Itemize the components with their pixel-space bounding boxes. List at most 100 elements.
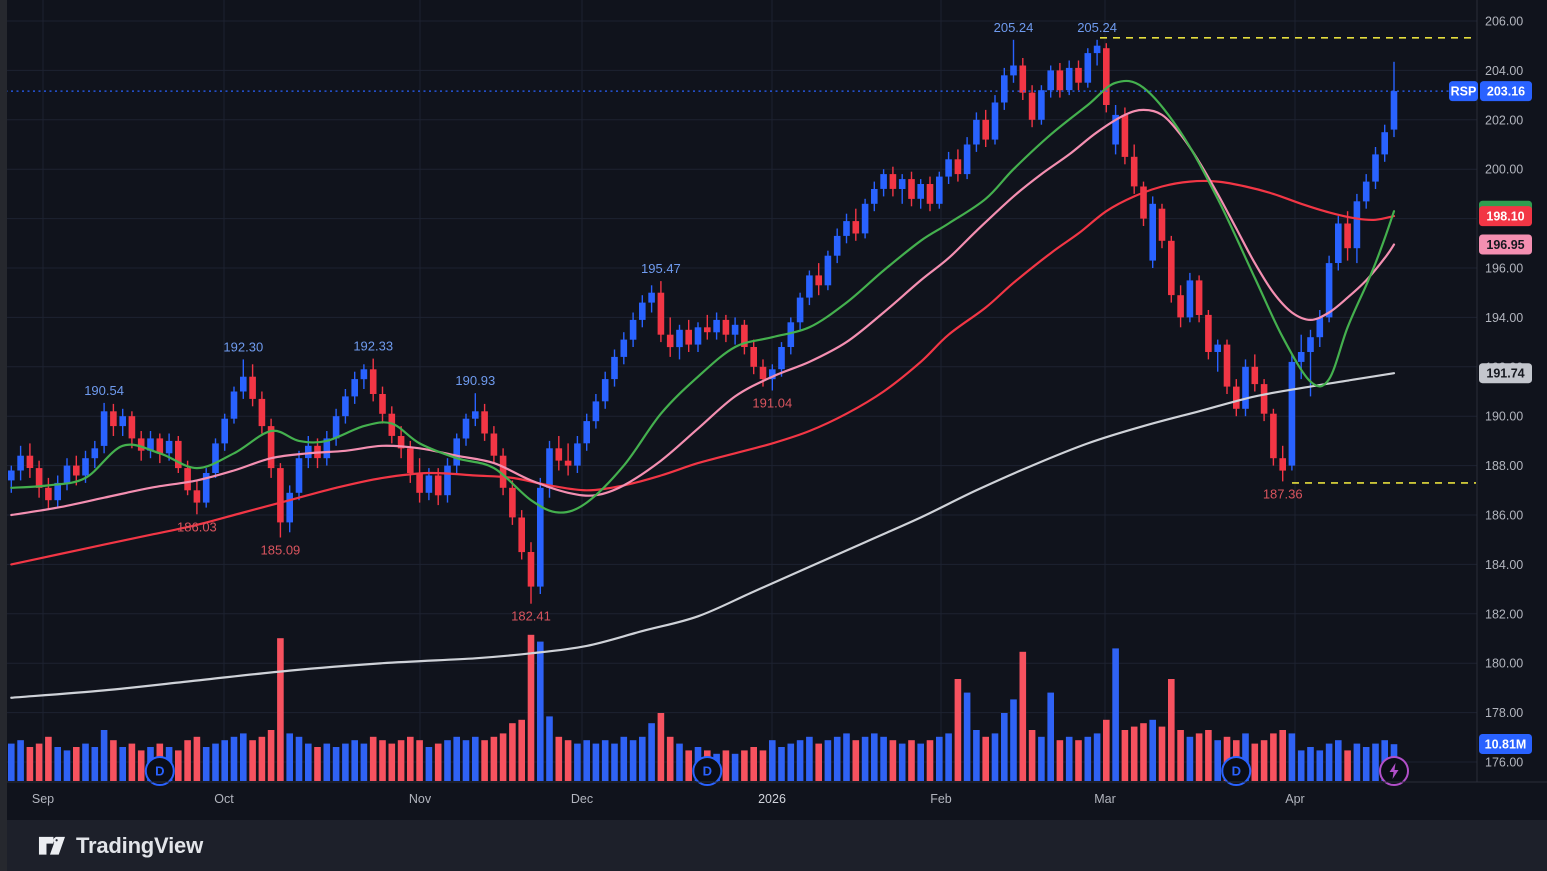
volume-bar xyxy=(193,736,201,781)
candle-body xyxy=(1279,458,1286,471)
pink-ma-badge-text: 196.95 xyxy=(1486,238,1524,252)
volume-bar xyxy=(750,747,757,781)
candle-body xyxy=(509,487,516,518)
volume-bar xyxy=(54,747,61,781)
candle-body xyxy=(369,369,377,394)
candle-body xyxy=(342,396,349,417)
dividend-marker[interactable]: D xyxy=(1221,756,1252,786)
last-price-badge[interactable] xyxy=(1480,81,1532,102)
lightning-icon xyxy=(1389,763,1399,779)
candle-body xyxy=(119,416,126,427)
volume-bar xyxy=(91,747,99,781)
candle-body xyxy=(787,322,795,347)
price-tick-label: 184.00 xyxy=(1485,558,1523,572)
axis-badges-layer[interactable]: 198.10 196.95 191.74 RSP 203.16 10.81M xyxy=(1449,81,1532,754)
price-tick-label: 176.00 xyxy=(1485,756,1523,770)
volume-bar xyxy=(63,750,71,781)
candle-body xyxy=(54,482,61,501)
volume-bar xyxy=(639,736,646,781)
volume-bar xyxy=(620,736,628,781)
volume-bar xyxy=(787,743,795,781)
volume-bar xyxy=(926,740,934,781)
volume-bar xyxy=(759,750,767,781)
volume-bar xyxy=(796,740,804,781)
volume-bar xyxy=(843,733,850,781)
dividend-marker[interactable]: D xyxy=(692,756,723,786)
time-tick-label: Apr xyxy=(1285,792,1304,806)
candle-body xyxy=(1047,70,1054,91)
candle-body xyxy=(388,413,396,436)
time-tick-label: Sep xyxy=(32,792,54,806)
volume-bar xyxy=(1177,730,1184,781)
volume-bar xyxy=(100,730,108,781)
volume-bar xyxy=(806,736,813,781)
last-price-badge-text: 203.16 xyxy=(1487,85,1525,99)
candle-body xyxy=(332,416,340,439)
volume-bar xyxy=(1335,740,1342,781)
volume-bar xyxy=(871,733,878,781)
candle-body xyxy=(1121,114,1129,157)
volume-bar xyxy=(221,740,228,781)
high-price-label: 195.47 xyxy=(641,261,681,276)
volume-badge[interactable] xyxy=(1479,734,1532,754)
candle-body xyxy=(1307,337,1314,352)
candle-body xyxy=(258,398,266,427)
time-tick-label: 2026 xyxy=(758,792,786,806)
red-ma-badge[interactable] xyxy=(1479,206,1532,227)
white-ma-badge-text: 191.74 xyxy=(1486,367,1524,381)
symbol-badge[interactable] xyxy=(1449,81,1478,102)
volume-bar xyxy=(509,723,516,781)
volume-bar xyxy=(45,736,52,781)
volume-layer xyxy=(8,634,1398,781)
candle-body xyxy=(1372,154,1379,182)
price-tick-label: 186.00 xyxy=(1485,509,1523,523)
price-tick-label: 200.00 xyxy=(1485,163,1523,177)
candle-body xyxy=(871,189,878,204)
volume-bar xyxy=(17,740,24,781)
candle-body xyxy=(759,366,767,380)
volume-bar xyxy=(1103,719,1110,781)
volume-bar xyxy=(1158,726,1166,781)
volume-bar xyxy=(1260,740,1268,781)
volume-bar xyxy=(1028,730,1036,781)
brand-name[interactable]: TradingView xyxy=(76,832,203,858)
candle-body xyxy=(1288,361,1296,466)
volume-bar xyxy=(1121,730,1129,781)
candle-body xyxy=(722,319,730,335)
volume-bar xyxy=(518,719,525,781)
white-ma-badge[interactable] xyxy=(1479,363,1532,384)
volume-bar xyxy=(267,730,275,781)
candle-body xyxy=(518,517,525,553)
volume-bar xyxy=(73,747,80,781)
candle-body xyxy=(1084,53,1092,83)
high-price-label: 205.24 xyxy=(1077,20,1117,35)
price-tick-label: 204.00 xyxy=(1485,64,1523,78)
candle-body xyxy=(1112,114,1119,145)
price-chart[interactable]: 190.54 192.30 192.33 190.93 195.47 205.24 205.… xyxy=(0,0,1547,820)
volume-bar xyxy=(379,740,386,781)
ma-pink-line xyxy=(10,108,1396,517)
price-tick-label: 182.00 xyxy=(1485,607,1523,621)
candle-body xyxy=(110,411,117,427)
tradingview-logo-icon[interactable] xyxy=(38,832,65,859)
time-axis[interactable]: Sep Oct Nov Dec 2026 Feb Mar Apr xyxy=(32,792,1305,806)
pink-ma-badge[interactable] xyxy=(1479,234,1532,255)
earnings-flash-marker[interactable] xyxy=(1379,756,1410,786)
candle-body xyxy=(147,438,154,451)
candle-body xyxy=(648,292,655,303)
candle-body xyxy=(379,394,386,414)
volume-bar xyxy=(35,743,43,781)
volume-bar xyxy=(676,743,683,781)
candle-body xyxy=(351,379,358,397)
volume-bar xyxy=(564,740,572,781)
candle-body xyxy=(1344,223,1351,249)
volume-bar xyxy=(1205,730,1212,781)
volume-bar xyxy=(1093,733,1101,781)
candle-body xyxy=(453,438,460,466)
candle-body xyxy=(499,455,507,488)
candle-body xyxy=(100,411,108,446)
volume-bar xyxy=(1362,747,1370,781)
candle-body xyxy=(601,379,609,402)
volume-bar xyxy=(462,740,470,781)
dividend-marker[interactable]: D xyxy=(144,756,175,786)
